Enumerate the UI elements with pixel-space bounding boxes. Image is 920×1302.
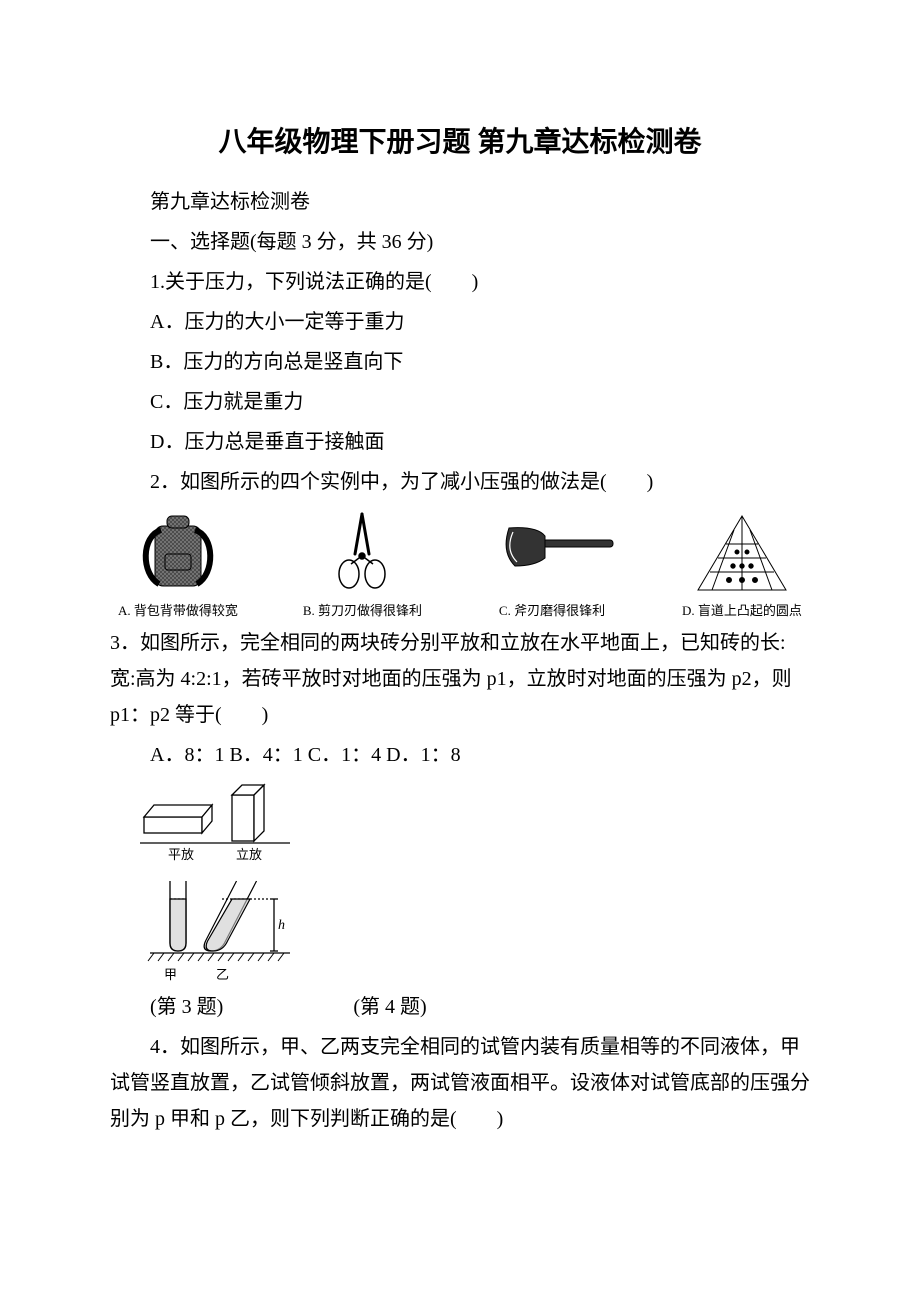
q1-option-c: C．压力就是重力 (110, 384, 810, 420)
q2-caption-d: D. 盲道上凸起的圆点 (682, 600, 802, 619)
svg-text:h: h (278, 918, 285, 933)
q3-choices: A．8：1 B．4：1 C．1：4 D．1：8 (110, 737, 810, 773)
q2-figure-b: B. 剪刀刃做得很锋利 (303, 510, 422, 619)
q3-q4-figure: 平放 立放 (140, 783, 810, 983)
caption-q4: (第 4 题) (353, 996, 426, 1018)
label-stand: 立放 (236, 847, 262, 862)
q1-stem: 1.关于压力，下列说法正确的是( ) (110, 264, 810, 300)
subtitle: 第九章达标检测卷 (110, 184, 810, 220)
q3-stem: 3．如图所示，完全相同的两块砖分别平放和立放在水平地面上，已知砖的长:宽:高为 … (110, 625, 810, 733)
q1-option-a: A．压力的大小一定等于重力 (110, 304, 810, 340)
label-yi: 乙 (216, 967, 229, 982)
tactile-paving-icon (682, 510, 802, 596)
label-jia: 甲 (164, 967, 177, 982)
axe-icon (487, 510, 617, 596)
q2-stem: 2．如图所示的四个实例中，为了减小压强的做法是( ) (110, 464, 810, 500)
page-title: 八年级物理下册习题 第九章达标检测卷 (110, 120, 810, 160)
q2-caption-b: B. 剪刀刃做得很锋利 (303, 600, 422, 619)
section-header: 一、选择题(每题 3 分，共 36 分) (110, 224, 810, 260)
q2-caption-c: C. 斧刃磨得很锋利 (499, 600, 605, 619)
q2-figure-a: A. 背包背带做得较宽 (118, 510, 238, 619)
label-flat: 平放 (168, 847, 194, 862)
q4-stem: 4．如图所示，甲、乙两支完全相同的试管内装有质量相等的不同液体，甲试管竖直放置，… (110, 1029, 810, 1137)
q2-caption-a: A. 背包背带做得较宽 (118, 600, 238, 619)
caption-q3: (第 3 题) (150, 996, 223, 1018)
q2-figure-c: C. 斧刃磨得很锋利 (487, 510, 617, 619)
q2-figure-d: D. 盲道上凸起的圆点 (682, 510, 802, 619)
q1-option-d: D．压力总是垂直于接触面 (110, 424, 810, 460)
q1-option-b: B．压力的方向总是竖直向下 (110, 344, 810, 380)
figure-captions: (第 3 题) (第 4 题) (110, 989, 810, 1025)
scissors-icon (307, 510, 417, 596)
backpack-icon (123, 510, 233, 596)
q2-figure-row: A. 背包背带做得较宽 B. 剪刀刃做得很锋利 C. 斧刃磨得很锋利 (110, 510, 810, 619)
